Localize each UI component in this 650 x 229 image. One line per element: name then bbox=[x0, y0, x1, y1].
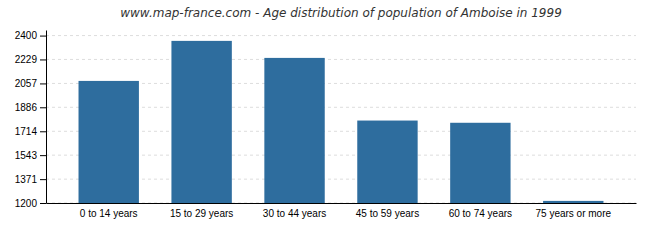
x-tick-label: 60 to 74 years bbox=[449, 208, 512, 219]
grid-line bbox=[46, 35, 636, 36]
chart-svg: www.map-france.com - Age distribution of… bbox=[0, 0, 650, 229]
bar bbox=[357, 121, 417, 203]
bar bbox=[79, 81, 139, 203]
x-tick-label: 45 to 59 years bbox=[356, 208, 419, 219]
bars bbox=[79, 41, 604, 203]
x-tick: 45 to 59 years bbox=[356, 203, 419, 219]
x-tick: 60 to 74 years bbox=[449, 203, 512, 219]
y-tick-label: 2057 bbox=[15, 78, 38, 89]
bar bbox=[171, 41, 231, 203]
x-tick-label: 15 to 29 years bbox=[170, 208, 233, 219]
bar bbox=[264, 58, 324, 203]
y-tick-label: 1200 bbox=[15, 198, 38, 209]
x-tick-label: 75 years or more bbox=[535, 208, 611, 219]
bar bbox=[543, 201, 603, 203]
y-tick-label: 1714 bbox=[15, 126, 38, 137]
plot-area: 1200 1371 1543 1714 1886 2057 2229 2400 0 to 14 … bbox=[15, 30, 637, 219]
y-tick: 1371 bbox=[15, 174, 46, 185]
y-tick-mark bbox=[40, 59, 46, 60]
x-axis-line bbox=[47, 203, 637, 204]
chart-title: www.map-france.com - Age distribution of… bbox=[120, 6, 562, 20]
y-tick-label: 2229 bbox=[15, 54, 38, 65]
y-tick-mark bbox=[40, 179, 46, 180]
chart-container: www.map-france.com - Age distribution of… bbox=[0, 0, 650, 229]
y-tick-mark bbox=[40, 36, 46, 37]
x-tick-label: 0 to 14 years bbox=[80, 208, 138, 219]
y-tick-label: 2400 bbox=[15, 30, 38, 41]
y-tick-mark bbox=[40, 107, 46, 108]
y-tick-mark bbox=[40, 131, 46, 132]
grid-line bbox=[46, 59, 636, 60]
grid bbox=[46, 36, 636, 203]
y-tick: 1886 bbox=[15, 102, 46, 113]
y-axis-line bbox=[46, 31, 47, 204]
x-tick: 0 to 14 years bbox=[80, 203, 138, 219]
y-tick-label: 1886 bbox=[15, 102, 38, 113]
y-tick: 1714 bbox=[15, 126, 46, 137]
y-tick: 2229 bbox=[15, 54, 46, 65]
y-tick: 1200 bbox=[15, 198, 46, 209]
y-tick: 1543 bbox=[15, 150, 46, 161]
x-tick: 30 to 44 years bbox=[263, 203, 326, 219]
y-tick-mark bbox=[40, 83, 46, 84]
bar bbox=[450, 123, 510, 203]
x-axis: 0 to 14 years 15 to 29 years 30 to 44 year… bbox=[47, 203, 637, 219]
y-tick-label: 1371 bbox=[15, 174, 38, 185]
y-tick: 2057 bbox=[15, 78, 46, 89]
x-tick-label: 30 to 44 years bbox=[263, 208, 326, 219]
y-tick-mark bbox=[40, 203, 46, 204]
x-tick: 75 years or more bbox=[535, 203, 611, 219]
y-tick-label: 1543 bbox=[15, 150, 38, 161]
x-tick: 15 to 29 years bbox=[170, 203, 233, 219]
y-tick: 2400 bbox=[15, 30, 46, 41]
y-axis: 1200 1371 1543 1714 1886 2057 2229 2400 bbox=[15, 30, 47, 208]
y-tick-mark bbox=[40, 155, 46, 156]
